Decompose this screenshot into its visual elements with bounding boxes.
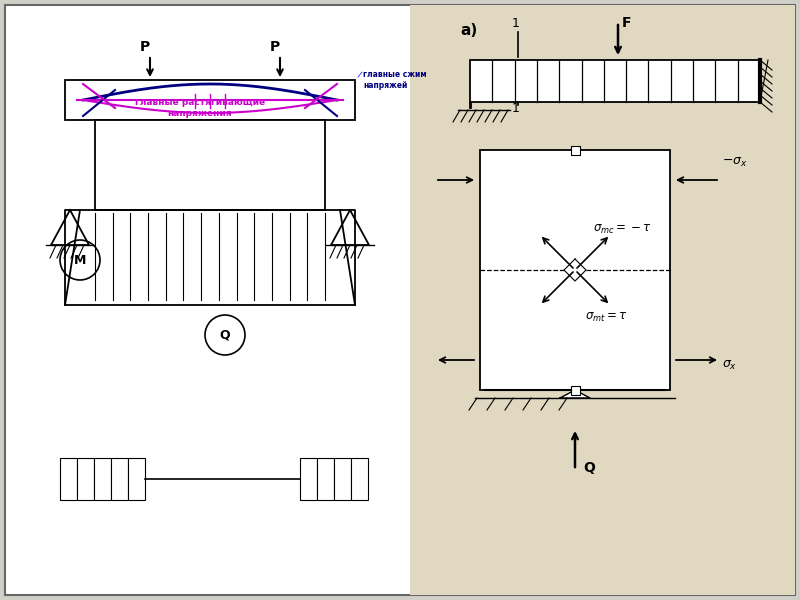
Bar — [60, 458, 77, 500]
Text: Q: Q — [583, 461, 595, 475]
Text: $\sigma_{mc} = -\tau$: $\sigma_{mc} = -\tau$ — [593, 223, 651, 236]
Text: M: M — [74, 253, 86, 266]
Text: 1: 1 — [512, 102, 520, 115]
Text: 1: 1 — [512, 17, 520, 30]
Bar — [410, 5, 795, 595]
Polygon shape — [65, 210, 355, 305]
Polygon shape — [564, 259, 586, 281]
Bar — [470, 60, 760, 102]
Bar — [570, 385, 579, 395]
Bar — [95, 120, 325, 210]
Text: $\sigma_x$: $\sigma_x$ — [722, 359, 737, 372]
Bar — [111, 458, 128, 500]
Text: F: F — [622, 16, 631, 30]
Bar — [480, 150, 670, 390]
Bar — [65, 80, 355, 120]
Bar — [570, 145, 579, 154]
Bar — [317, 458, 334, 500]
Polygon shape — [331, 210, 369, 245]
Text: главные растягивающие
напряжения: главные растягивающие напряжения — [135, 98, 265, 118]
Bar — [300, 458, 317, 500]
Bar — [128, 458, 145, 500]
Text: Q: Q — [220, 329, 230, 341]
Text: $-\sigma_x$: $-\sigma_x$ — [722, 156, 748, 169]
Bar — [77, 458, 94, 500]
Text: а): а) — [460, 23, 478, 38]
Text: главные сжим
напряжей: главные сжим напряжей — [363, 70, 426, 89]
Text: $\sigma_{mt} = \tau$: $\sigma_{mt} = \tau$ — [585, 311, 627, 324]
Text: P: P — [140, 40, 150, 54]
Bar — [351, 458, 368, 500]
Bar — [334, 458, 351, 500]
Bar — [94, 458, 111, 500]
Text: P: P — [270, 40, 280, 54]
Polygon shape — [51, 210, 89, 245]
Polygon shape — [560, 390, 590, 398]
